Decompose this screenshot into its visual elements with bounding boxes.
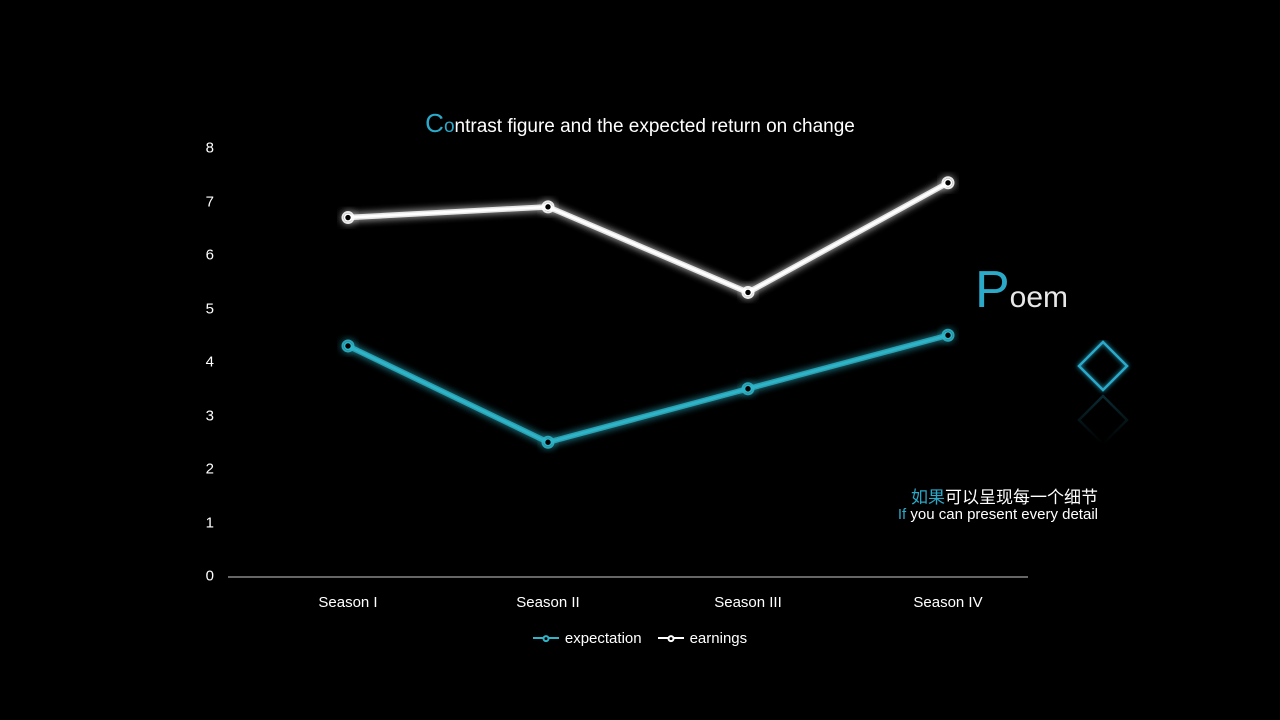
y-tick-label: 7 bbox=[200, 193, 214, 210]
legend-label: expectation bbox=[565, 630, 642, 647]
x-tick-label: Season III bbox=[714, 594, 782, 611]
subtitle-english: If you can present every detail bbox=[898, 506, 1098, 523]
legend-marker-icon bbox=[542, 635, 549, 642]
x-tick-label: Season IV bbox=[913, 594, 982, 611]
poem-initial: P bbox=[975, 261, 1010, 319]
diamond-svg bbox=[1073, 340, 1133, 450]
legend-item: expectation bbox=[533, 630, 642, 647]
y-tick-label: 6 bbox=[200, 247, 214, 264]
chart-legend: expectation earnings bbox=[0, 626, 1280, 647]
y-tick-label: 4 bbox=[200, 354, 214, 371]
legend-line-icon bbox=[658, 637, 684, 639]
diamond-icon bbox=[1073, 340, 1133, 455]
legend-marker-icon bbox=[667, 635, 674, 642]
y-tick-label: 5 bbox=[200, 300, 214, 317]
y-tick-label: 1 bbox=[200, 514, 214, 531]
y-tick-label: 3 bbox=[200, 407, 214, 424]
title-second-letter: o bbox=[444, 116, 455, 137]
subtitle-en-accent: If bbox=[898, 506, 911, 523]
subtitle-cn-accent: 如果 bbox=[911, 488, 945, 507]
legend-label: earnings bbox=[690, 630, 748, 647]
y-tick-label: 8 bbox=[200, 140, 214, 157]
subtitle-cn-rest: 可以呈现每一个细节 bbox=[945, 488, 1098, 507]
y-tick-label: 0 bbox=[200, 568, 214, 585]
chart-title: Contrast figure and the expected return … bbox=[0, 108, 1280, 139]
poem-heading: Poem bbox=[975, 260, 1068, 320]
subtitle-en-rest: you can present every detail bbox=[910, 506, 1098, 523]
title-initial: C bbox=[425, 108, 444, 138]
poem-rest: oem bbox=[1010, 281, 1068, 314]
title-rest: ntrast figure and the expected return on… bbox=[455, 116, 855, 137]
legend-line-icon bbox=[533, 637, 559, 639]
legend-item: earnings bbox=[658, 630, 748, 647]
x-tick-label: Season II bbox=[516, 594, 579, 611]
subtitle-chinese: 如果可以呈现每一个细节 bbox=[911, 483, 1098, 508]
x-tick-label: Season I bbox=[318, 594, 377, 611]
y-tick-label: 2 bbox=[200, 461, 214, 478]
